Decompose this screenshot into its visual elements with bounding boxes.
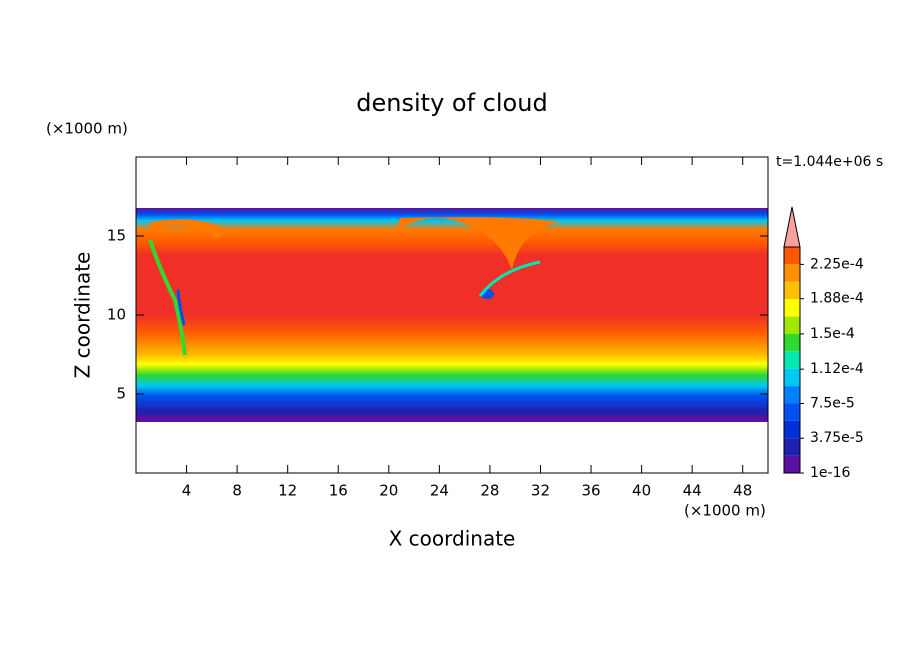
colorbar-tick-label: 1e-16 (810, 465, 850, 481)
x-unit: (×1000 m) (684, 502, 766, 520)
x-tick-label: 40 (632, 482, 651, 500)
colorbar-tick-label: 1.5e-4 (810, 326, 855, 342)
colorbar-tick-label: 1.88e-4 (810, 291, 864, 307)
colorbar-band (784, 455, 800, 473)
colorbar-band (784, 281, 800, 300)
colorbar-band (784, 386, 800, 404)
x-axis-label: X coordinate (389, 527, 516, 551)
colorbar-band (784, 247, 800, 265)
colorbar-band (784, 351, 800, 369)
x-tick-label: 24 (430, 482, 449, 500)
colorbar-band (784, 333, 800, 352)
x-tick-label: 16 (329, 482, 348, 500)
colorbar-tick-label: 7.5e-5 (810, 395, 855, 411)
y-unit: (×1000 m) (46, 120, 128, 138)
contour-field (136, 208, 768, 422)
chart-title: density of cloud (356, 89, 547, 117)
x-tick-label: 28 (480, 482, 499, 500)
colorbar-tick-label: 1.12e-4 (810, 361, 864, 377)
colorbar-band (784, 420, 800, 439)
x-tick-label: 20 (379, 482, 398, 500)
x-tick-label: 36 (581, 482, 600, 500)
colorbar-band (784, 368, 800, 387)
y-tick-label: 5 (116, 385, 126, 403)
x-tick-label: 32 (531, 482, 550, 500)
x-tick-label: 4 (182, 482, 192, 500)
y-axis-label: Z coordinate (71, 252, 95, 379)
colorbar-tick-label: 3.75e-5 (810, 430, 864, 446)
x-tick-label: 48 (733, 482, 752, 500)
y-tick-label: 10 (107, 306, 126, 324)
colorbar-band (784, 299, 800, 317)
x-tick-label: 12 (278, 482, 297, 500)
x-tick-label: 44 (683, 482, 702, 500)
colorbar-band (784, 316, 800, 334)
colorbar-band (784, 438, 800, 456)
colorbar-frame (783, 246, 801, 474)
time-label: t=1.044e+06 s (776, 154, 883, 170)
y-tick-label: 15 (107, 227, 126, 245)
colorbar-tick-label: 2.25e-4 (810, 256, 864, 272)
x-tick-label: 8 (232, 482, 242, 500)
colorbar-band (784, 264, 800, 282)
colorbar-extend (783, 206, 801, 248)
colorbar-band (784, 403, 800, 421)
